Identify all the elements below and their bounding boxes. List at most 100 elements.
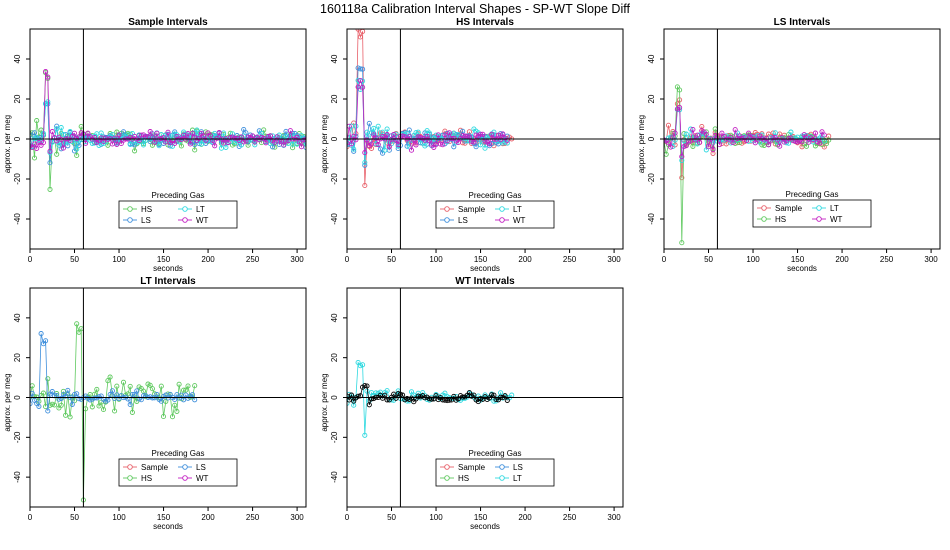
data-point (172, 402, 178, 408)
data-point (71, 398, 78, 404)
data-point (665, 122, 672, 128)
data-point (225, 140, 231, 146)
y-tick-label: 40 (13, 54, 22, 63)
data-point (391, 132, 397, 138)
data-point (132, 391, 138, 398)
data-point (442, 390, 448, 396)
data-point (460, 133, 466, 139)
data-point (347, 144, 350, 150)
data-point (127, 383, 133, 389)
series-wt (30, 68, 306, 154)
data-point (281, 142, 287, 148)
data-point (821, 132, 827, 138)
data-point (498, 137, 504, 143)
x-tick-label: 100 (429, 513, 443, 522)
legend-entry-hs: HS (757, 215, 786, 224)
data-point (362, 150, 368, 156)
data-point (360, 66, 366, 72)
series-sample (347, 29, 515, 189)
data-point (371, 125, 377, 131)
data-layer (347, 359, 515, 438)
data-point (408, 147, 415, 153)
data-point (357, 34, 363, 40)
data-point (49, 129, 55, 135)
data-point (267, 133, 273, 139)
y-axis-label: approx. per meg (637, 115, 646, 173)
panel-title: Sample Intervals (128, 17, 208, 28)
data-point (63, 412, 69, 418)
x-tick-label: 0 (662, 255, 667, 264)
legend-entry-lt: LT (495, 205, 522, 214)
data-point (504, 137, 510, 143)
data-point (187, 139, 193, 145)
figure-title: 160118a Calibration Interval Shapes - SP… (320, 2, 630, 16)
legend-entry-hs: HS (123, 474, 152, 483)
data-point (677, 87, 683, 93)
data-point (451, 144, 457, 150)
data-point (386, 144, 392, 150)
legend-label: WT (513, 216, 526, 225)
data-point (347, 400, 350, 406)
x-tick-label: 200 (201, 255, 215, 264)
data-point (500, 131, 506, 137)
data-point (690, 143, 696, 149)
data-point (245, 142, 251, 148)
data-point (132, 148, 138, 154)
data-point (45, 74, 51, 80)
data-point (112, 408, 118, 414)
data-point (477, 142, 484, 148)
data-point (422, 143, 428, 149)
data-point (413, 130, 419, 136)
data-point (471, 139, 477, 145)
data-point (486, 141, 493, 147)
x-tick-label: 50 (70, 255, 79, 264)
panel-title: LS Intervals (774, 17, 831, 28)
legend-entry-ls: LS (178, 463, 206, 472)
data-point (366, 120, 372, 126)
data-point (38, 127, 44, 133)
x-tick-label: 250 (563, 513, 577, 522)
data-point (134, 388, 140, 394)
series-self (347, 383, 510, 408)
data-point (437, 141, 444, 147)
y-axis-label: approx. per meg (320, 373, 329, 431)
data-point (477, 131, 484, 137)
y-tick-label: 0 (330, 395, 339, 400)
legend-label: LS (513, 463, 523, 472)
data-point (435, 132, 441, 138)
data-point (47, 148, 53, 154)
legend-entry-sample: Sample (757, 204, 803, 213)
data-point (178, 143, 184, 149)
data-point (351, 146, 357, 152)
data-point (261, 135, 267, 141)
legend-entry-lt: LT (178, 205, 205, 214)
x-tick-label: 0 (345, 255, 350, 264)
data-point (109, 388, 115, 394)
data-point (74, 146, 80, 152)
data-point (54, 123, 60, 129)
data-point (147, 129, 153, 135)
legend-label: LT (830, 204, 839, 213)
legend-box (435, 458, 555, 487)
x-tick-label: 0 (28, 255, 33, 264)
data-point (58, 125, 64, 131)
data-point (216, 130, 222, 136)
legend-title: Preceding Gas (469, 191, 522, 200)
legend-entry-wt: WT (178, 474, 209, 483)
data-point (114, 383, 120, 389)
data-point (351, 133, 357, 139)
x-tick-label: 50 (387, 513, 396, 522)
x-tick-label: 250 (880, 255, 894, 264)
data-point (774, 137, 781, 143)
x-tick-label: 50 (70, 513, 79, 522)
legend-label: HS (141, 205, 152, 214)
data-point (296, 139, 302, 145)
y-axis-label: approx. per meg (320, 115, 329, 173)
data-point (371, 132, 377, 138)
data-point (368, 141, 375, 147)
data-point (679, 240, 685, 246)
data-point (360, 84, 366, 90)
